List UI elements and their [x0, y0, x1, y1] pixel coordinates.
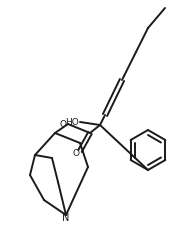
Text: O: O	[59, 120, 67, 129]
Text: O: O	[73, 148, 80, 158]
Text: HO: HO	[65, 118, 79, 126]
Text: N: N	[62, 213, 70, 223]
